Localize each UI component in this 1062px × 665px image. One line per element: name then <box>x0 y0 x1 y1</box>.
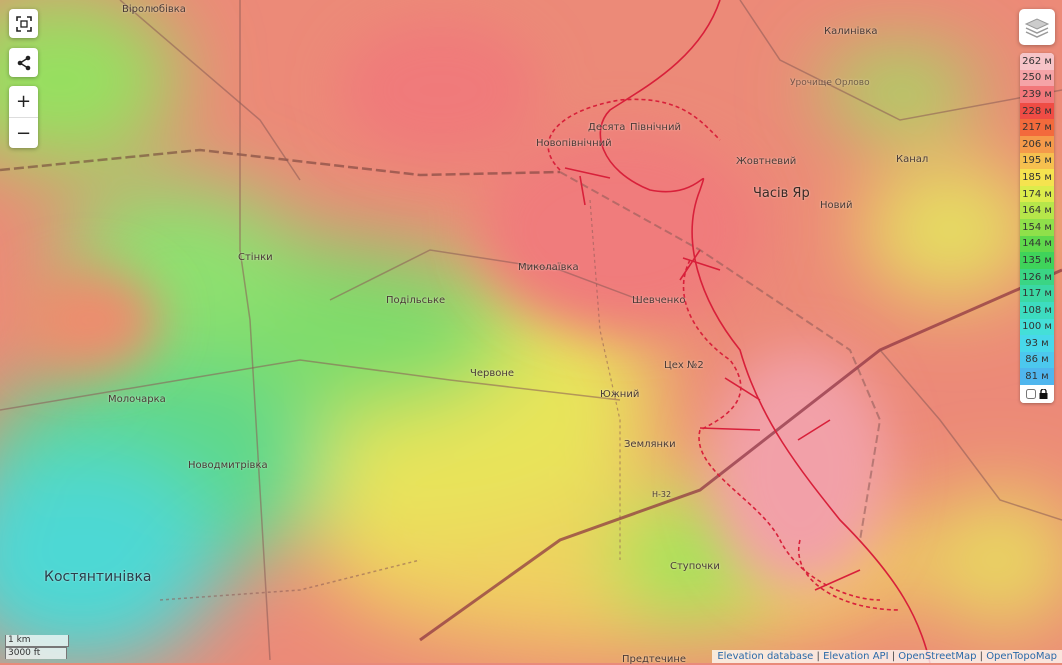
legend-item: 174 м <box>1020 185 1054 203</box>
frontline <box>547 0 931 663</box>
place-label-kostiantynivka: Костянтинівка <box>44 569 152 585</box>
attribution-link[interactable]: OpenTopoMap <box>986 651 1057 662</box>
legend-item: 144 м <box>1020 235 1054 253</box>
place-label: Миколаївка <box>518 262 579 273</box>
place-label: Канал <box>896 154 929 165</box>
share-icon <box>17 55 30 70</box>
place-label: Жовтневий <box>736 156 797 167</box>
place-label: Южний <box>600 389 640 400</box>
place-label-chasiv-yar: Часів Яр <box>753 186 810 201</box>
attribution-link[interactable]: Elevation API <box>823 651 889 662</box>
legend-item: 239 м <box>1020 86 1054 103</box>
legend-item: 108 м <box>1020 301 1054 319</box>
scale-metric: 1 km <box>5 635 69 647</box>
legend-item: 206 м <box>1020 135 1054 153</box>
attribution-link[interactable]: Elevation database <box>717 651 814 662</box>
legend-item: 135 м <box>1020 252 1054 269</box>
attribution-link[interactable]: OpenStreetMap <box>898 651 977 662</box>
scale-imperial: 3000 ft <box>5 647 67 659</box>
legend-item: 81 м <box>1020 368 1054 385</box>
legend-item: 100 м <box>1020 318 1054 336</box>
legend-item: 195 м <box>1020 152 1054 170</box>
legend-item: 93 м <box>1020 335 1054 352</box>
legend-item: 228 м <box>1020 102 1054 120</box>
place-label: Стінки <box>238 252 273 263</box>
legend-checkbox[interactable] <box>1026 388 1036 399</box>
place-label: Шевченко <box>632 295 686 306</box>
place-label: Новопівнічний <box>536 138 612 149</box>
zoom-control: + − <box>9 86 38 148</box>
place-label: Червоне <box>470 368 515 379</box>
place-label: Калинівка <box>824 26 878 37</box>
legend-item: 126 м <box>1020 268 1054 286</box>
legend-footer <box>1020 384 1054 403</box>
fullscreen-icon <box>15 15 32 32</box>
share-button[interactable] <box>9 48 38 77</box>
zoom-in-button[interactable]: + <box>15 91 32 112</box>
attribution: Elevation database | Elevation API | Ope… <box>712 650 1062 663</box>
place-label: Північний <box>630 122 681 133</box>
place-label: Віролюбівка <box>122 4 186 15</box>
elevation-legend: 262 м 250 м 239 м 228 м 217 м 206 м 195 м 185 м… <box>1020 53 1054 403</box>
place-label: Новодмитрівка <box>188 460 268 471</box>
legend-item: 154 м <box>1020 218 1054 236</box>
layers-button[interactable] <box>1019 9 1055 45</box>
place-label: Молочарка <box>108 394 166 405</box>
place-label: Урочище Орлово <box>790 78 870 88</box>
place-label: Землянки <box>624 439 676 450</box>
layers-icon <box>1024 18 1050 38</box>
fullscreen-button[interactable] <box>9 9 38 38</box>
place-label: Подільське <box>386 295 446 306</box>
place-label: Предтечине <box>622 654 687 665</box>
legend-item: 185 м <box>1020 169 1054 186</box>
legend-item: 117 м <box>1020 285 1054 302</box>
place-label: Десята <box>588 122 626 133</box>
legend-item: 262 м <box>1020 53 1054 70</box>
legend-item: 164 м <box>1020 202 1054 219</box>
road-label: Н-32 <box>652 490 672 499</box>
lock-icon[interactable] <box>1039 388 1048 399</box>
place-label: Цех №2 <box>664 360 704 371</box>
zoom-out-button[interactable]: − <box>9 117 38 149</box>
scale-bar: 1 km 3000 ft <box>5 635 69 659</box>
legend-item: 250 м <box>1020 69 1054 87</box>
place-label: Новий <box>820 200 853 211</box>
legend-item: 86 м <box>1020 351 1054 369</box>
place-label: Ступочки <box>670 561 720 572</box>
legend-item: 217 м <box>1020 119 1054 136</box>
